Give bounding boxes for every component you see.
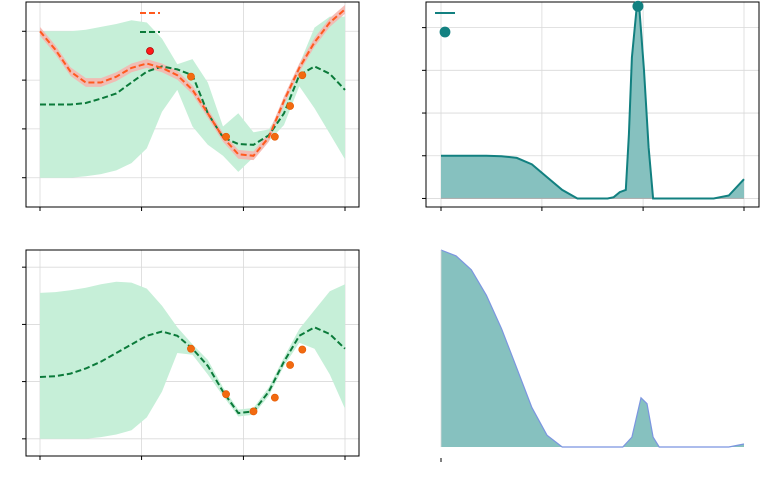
top-right-maximum-point	[632, 0, 644, 12]
top-left-observation-point	[298, 71, 307, 80]
panel-top-left	[22, 1, 360, 211]
top-left-true-function-line	[39, 8, 346, 157]
bottom-left-observation-point	[270, 393, 279, 402]
bottom-right-density-fill	[441, 250, 744, 447]
bottom-left-observation-point	[298, 345, 307, 354]
panel-top-right	[422, 0, 760, 211]
bottom-left-gp-uncertainty-band	[40, 281, 345, 439]
bottom-right-density-edge	[440, 249, 745, 448]
top-left-observation-point	[286, 102, 294, 110]
top-right-acquisition-fill	[441, 10, 744, 199]
top-left-observation-point	[222, 132, 230, 141]
top-left-axes-frame	[25, 1, 360, 208]
bottom-left-observation-point	[249, 407, 258, 416]
panel-bottom-left	[22, 249, 360, 460]
top-right-legend-swatch	[439, 26, 451, 38]
top-left-observation-point	[187, 72, 195, 81]
bottom-left-observation-point	[187, 344, 195, 353]
top-right-axes-frame	[425, 1, 760, 208]
top-left-gp-uncertainty-band	[40, 16, 345, 178]
top-right-acquisition-line	[441, 9, 745, 200]
panel-bottom-right	[440, 249, 745, 462]
bottom-left-observation-point	[286, 361, 294, 369]
top-left-legend-swatch	[146, 47, 154, 55]
top-left-observation-point	[270, 132, 279, 141]
bottom-left-observation-point	[222, 390, 230, 399]
bottom-left-axes-frame	[25, 249, 360, 457]
